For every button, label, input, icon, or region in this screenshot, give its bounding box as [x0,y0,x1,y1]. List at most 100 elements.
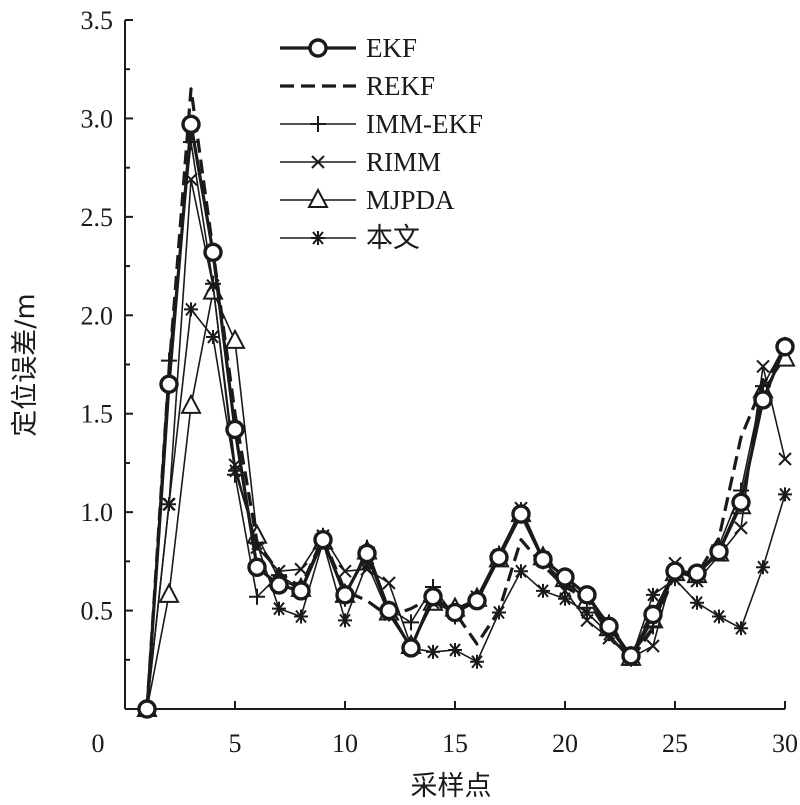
legend-label: EKF [366,33,417,63]
x-marker [382,576,396,590]
asterisk-marker [206,329,220,344]
x-tick-label: 5 [229,729,242,758]
series-line [146,290,786,710]
circle-marker [313,530,333,550]
plus-marker [227,466,243,483]
asterisk-marker [426,644,440,659]
x-tick-label: 20 [552,729,578,758]
triangle-marker [180,393,202,414]
circle-marker [709,541,729,562]
circle-marker [489,547,509,568]
circle-marker [357,543,377,564]
triangle-marker [158,582,180,603]
series-line [145,122,787,710]
circle-marker [577,585,597,605]
circle-marker [308,38,328,58]
x-marker [311,155,325,169]
plus-marker [403,614,419,631]
circle-marker [247,557,267,577]
series-EKF [137,114,795,719]
axes: 0.5 1.0 1.5 2.0 2.5 3.0 3.5 0 5 10 15 20 25 30 [81,6,799,758]
triangle-marker [224,328,246,349]
legend-item: MJPDA [280,185,455,215]
asterisk-marker [580,605,594,620]
series-layer [136,87,796,719]
x-marker [778,452,792,466]
asterisk-marker [294,609,308,624]
legend-item: 本文 [280,223,420,253]
legend-label: MJPDA [366,185,455,215]
x-tick-label: 15 [442,729,468,758]
y-tick-label: 3.0 [81,104,114,133]
legend-item: RIMM [280,147,441,177]
circle-marker [621,646,641,666]
asterisk-marker [558,591,572,606]
circle-marker [181,114,201,135]
legend-item: IMM-EKF [280,109,483,139]
circle-marker [203,242,223,262]
circle-marker [445,602,465,623]
series-MJPDA [136,279,796,717]
x-marker [756,359,770,374]
asterisk-marker [184,302,198,317]
circle-marker [401,638,421,658]
circle-marker [643,604,663,625]
asterisk-marker [690,595,704,610]
series-line [146,178,786,710]
series-line [146,308,786,710]
asterisk-marker [448,642,462,657]
x-tick-label: 30 [772,729,798,758]
x-marker [338,564,352,578]
y-tick-label: 1.0 [81,498,114,527]
x-axis-title: 采样点 [411,771,492,802]
circle-marker [555,567,575,587]
legend-label: IMM-EKF [366,109,483,139]
circle-marker [665,561,685,581]
circle-marker [731,492,751,512]
plus-marker [310,116,326,132]
circle-marker [423,587,443,607]
circle-marker [533,549,553,570]
legend-item: REKF [280,71,435,101]
asterisk-marker [338,613,352,628]
circle-marker [137,699,157,719]
x-marker [162,497,176,511]
x-marker [294,562,308,576]
circle-marker [269,575,289,595]
legend-label: RIMM [366,147,441,177]
circle-marker [335,585,355,605]
x-marker [580,613,594,628]
y-axis-title: 定位误差/m [10,293,41,436]
circle-marker [775,337,795,357]
asterisk-marker [536,583,550,598]
y-tick-label: 2.0 [81,301,114,330]
asterisk-marker [360,556,374,571]
x-marker [734,521,748,535]
x-tick-label: 10 [332,729,358,758]
x-tick-label: 25 [662,729,688,758]
circle-marker [379,600,399,621]
y-tick-label: 0.5 [81,597,114,626]
asterisk-marker [272,601,286,616]
circle-marker [511,504,531,524]
x-marker [646,639,660,653]
y-tick-label: 2.5 [81,203,114,232]
asterisk-marker [470,654,484,669]
x-tick-label: 0 [92,729,105,758]
asterisk-marker [514,564,528,579]
y-tick-label: 3.5 [81,6,114,35]
asterisk-marker [734,621,748,636]
circle-marker [159,374,179,394]
legend: EKF REKF IMM-EKF RIMM MJPDA 本文 [280,33,483,253]
circle-marker [467,591,487,611]
asterisk-marker [712,609,726,624]
circle-marker [687,563,707,583]
series-REKF [145,87,787,710]
triangle-marker [307,187,329,208]
circle-marker [291,581,311,601]
circle-marker [599,616,619,637]
legend-item: EKF [280,33,417,63]
asterisk-marker [778,487,792,502]
